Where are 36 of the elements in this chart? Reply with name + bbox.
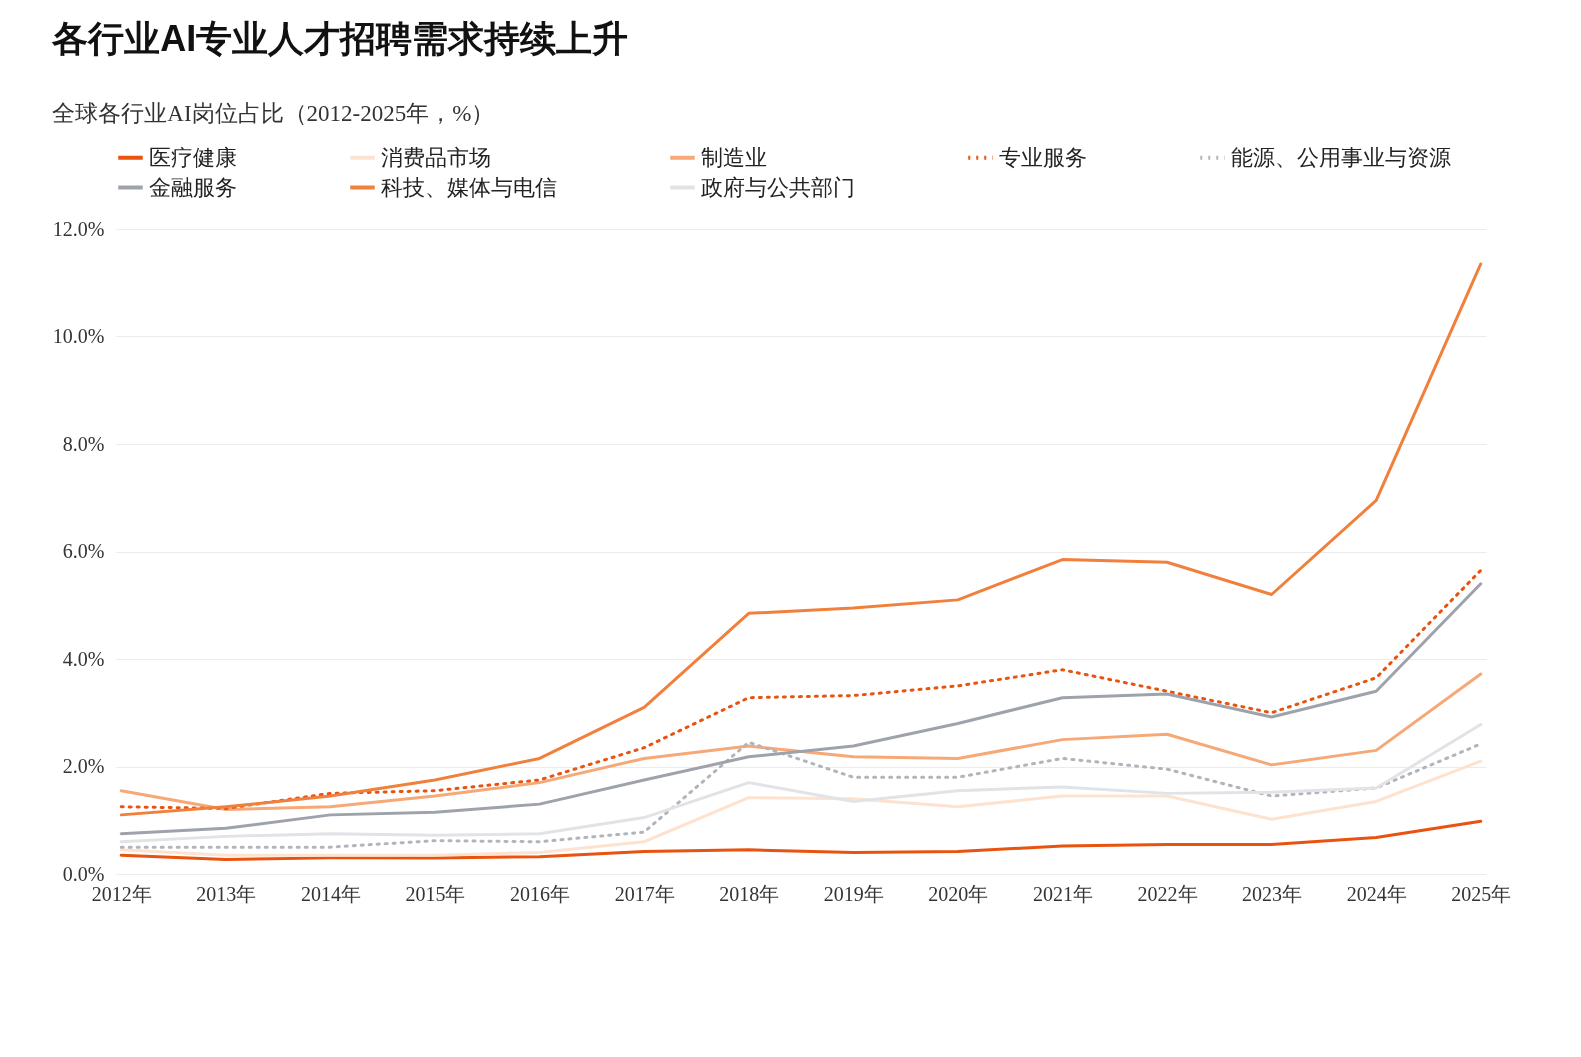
line-series xyxy=(119,262,1483,817)
legend-label: 政府与公共部门 xyxy=(701,174,855,200)
legend-label: 消费品市场 xyxy=(381,144,491,170)
legend-label: 能源、公用事业与资源 xyxy=(1231,144,1451,170)
y-tick-label: 2.0% xyxy=(62,755,105,777)
chart-title: 各行业AI专业人才招聘需求持续上升 xyxy=(51,18,629,59)
legend-label: 医疗健康 xyxy=(149,144,237,170)
line-series xyxy=(119,672,1483,811)
x-tick-label: 2023年 xyxy=(1242,882,1303,905)
x-tick-label: 2017年 xyxy=(614,882,675,905)
x-tick-label: 2021年 xyxy=(1032,882,1093,905)
y-tick-label: 4.0% xyxy=(62,647,105,670)
x-tick-label: 2022年 xyxy=(1137,882,1198,905)
x-tick-label: 2016年 xyxy=(510,882,571,905)
y-tick-label: 8.0% xyxy=(62,432,105,455)
x-tick-label: 2014年 xyxy=(300,882,361,905)
legend-label: 制造业 xyxy=(701,144,767,170)
x-tick-label: 2024年 xyxy=(1346,882,1407,905)
y-tick-label: 12.0% xyxy=(52,217,105,240)
line-series xyxy=(119,723,1483,844)
line-series xyxy=(119,819,1483,861)
legend-label: 金融服务 xyxy=(149,174,237,200)
line-series xyxy=(119,759,1483,857)
x-tick-label: 2019年 xyxy=(823,882,884,905)
legend-label: 科技、媒体与电信 xyxy=(381,174,557,200)
x-tick-label: 2025年 xyxy=(1451,882,1512,905)
x-tick-label: 2015年 xyxy=(405,882,466,905)
x-tick-label: 2013年 xyxy=(196,882,257,905)
y-tick-label: 10.0% xyxy=(52,325,105,347)
y-tick-label: 6.0% xyxy=(62,540,105,562)
chart-subtitle: 全球各行业AI岗位占比（2012-2025年，%） xyxy=(52,101,495,126)
x-tick-label: 2012年 xyxy=(91,882,152,905)
x-tick-label: 2020年 xyxy=(928,882,989,905)
x-tick-label: 2018年 xyxy=(719,882,780,905)
y-tick-label: 0.0% xyxy=(62,862,105,885)
legend-label: 专业服务 xyxy=(999,144,1087,170)
